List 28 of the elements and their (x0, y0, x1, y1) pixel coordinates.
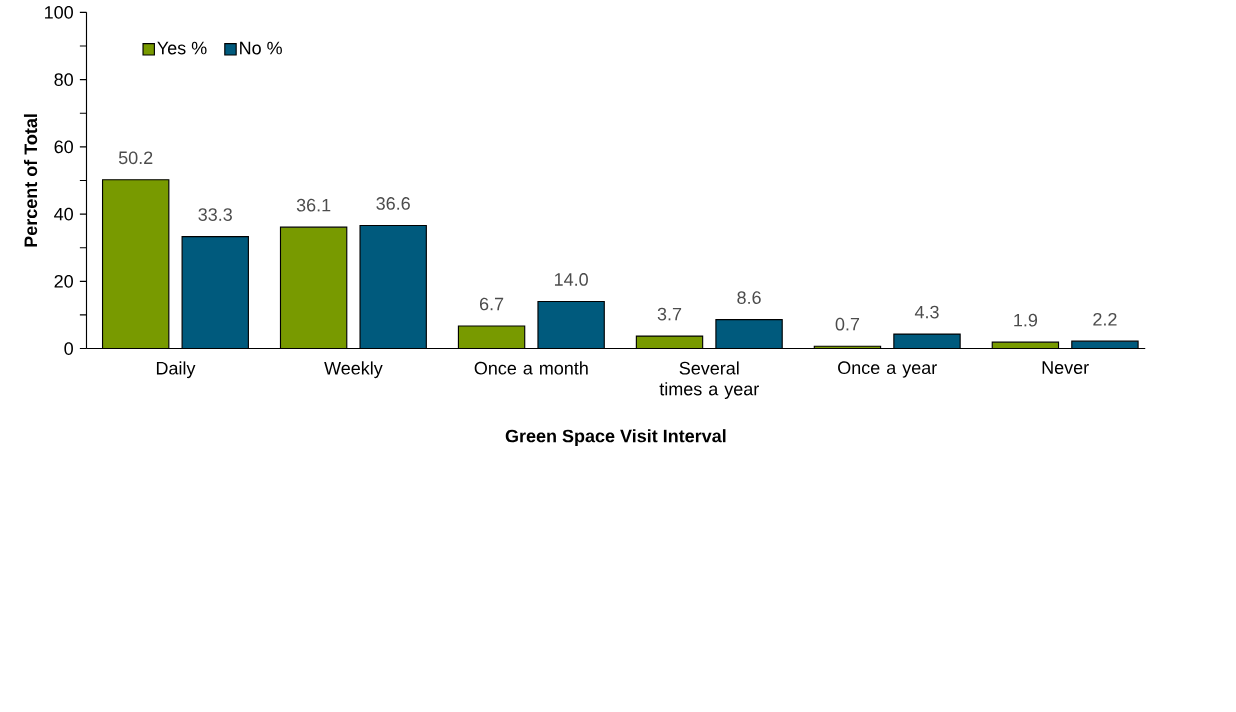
data-label: 3.7 (657, 307, 682, 321)
y-tick-label: 80 (54, 73, 73, 87)
data-label: 0.7 (835, 317, 860, 331)
y-axis-title: Percent of Total (23, 114, 38, 247)
y-tick-label: 20 (54, 275, 73, 288)
y-tick-label: 40 (54, 207, 73, 221)
data-label: 36.6 (376, 197, 410, 211)
x-tick-label: Never (1042, 361, 1089, 375)
x-tick-label: Once a year (838, 361, 937, 378)
legend-label: No % (240, 41, 282, 55)
x-tick-label: Weekly (324, 361, 383, 379)
x-tick-label: Daily (156, 361, 196, 379)
legend-label: Yes % (157, 41, 207, 55)
x-tick-label: Several times a year (659, 361, 759, 400)
data-label: 1.9 (1014, 313, 1038, 327)
x-axis-title: Green Space Visit Interval (505, 429, 726, 447)
y-tick-label: 60 (54, 140, 73, 154)
y-tick-label: 100 (45, 6, 73, 19)
data-label: 50.2 (118, 151, 153, 165)
y-tick-label: 0 (64, 342, 73, 356)
data-label: 4.3 (914, 305, 939, 319)
data-label: 2.2 (1093, 313, 1117, 326)
data-label: 14.0 (554, 273, 588, 286)
data-label: 33.3 (198, 208, 232, 222)
x-tick-label: Once a month (474, 361, 588, 375)
data-label: 8.6 (737, 291, 761, 305)
data-label: 36.1 (296, 198, 331, 212)
data-label: 6.7 (479, 297, 504, 311)
